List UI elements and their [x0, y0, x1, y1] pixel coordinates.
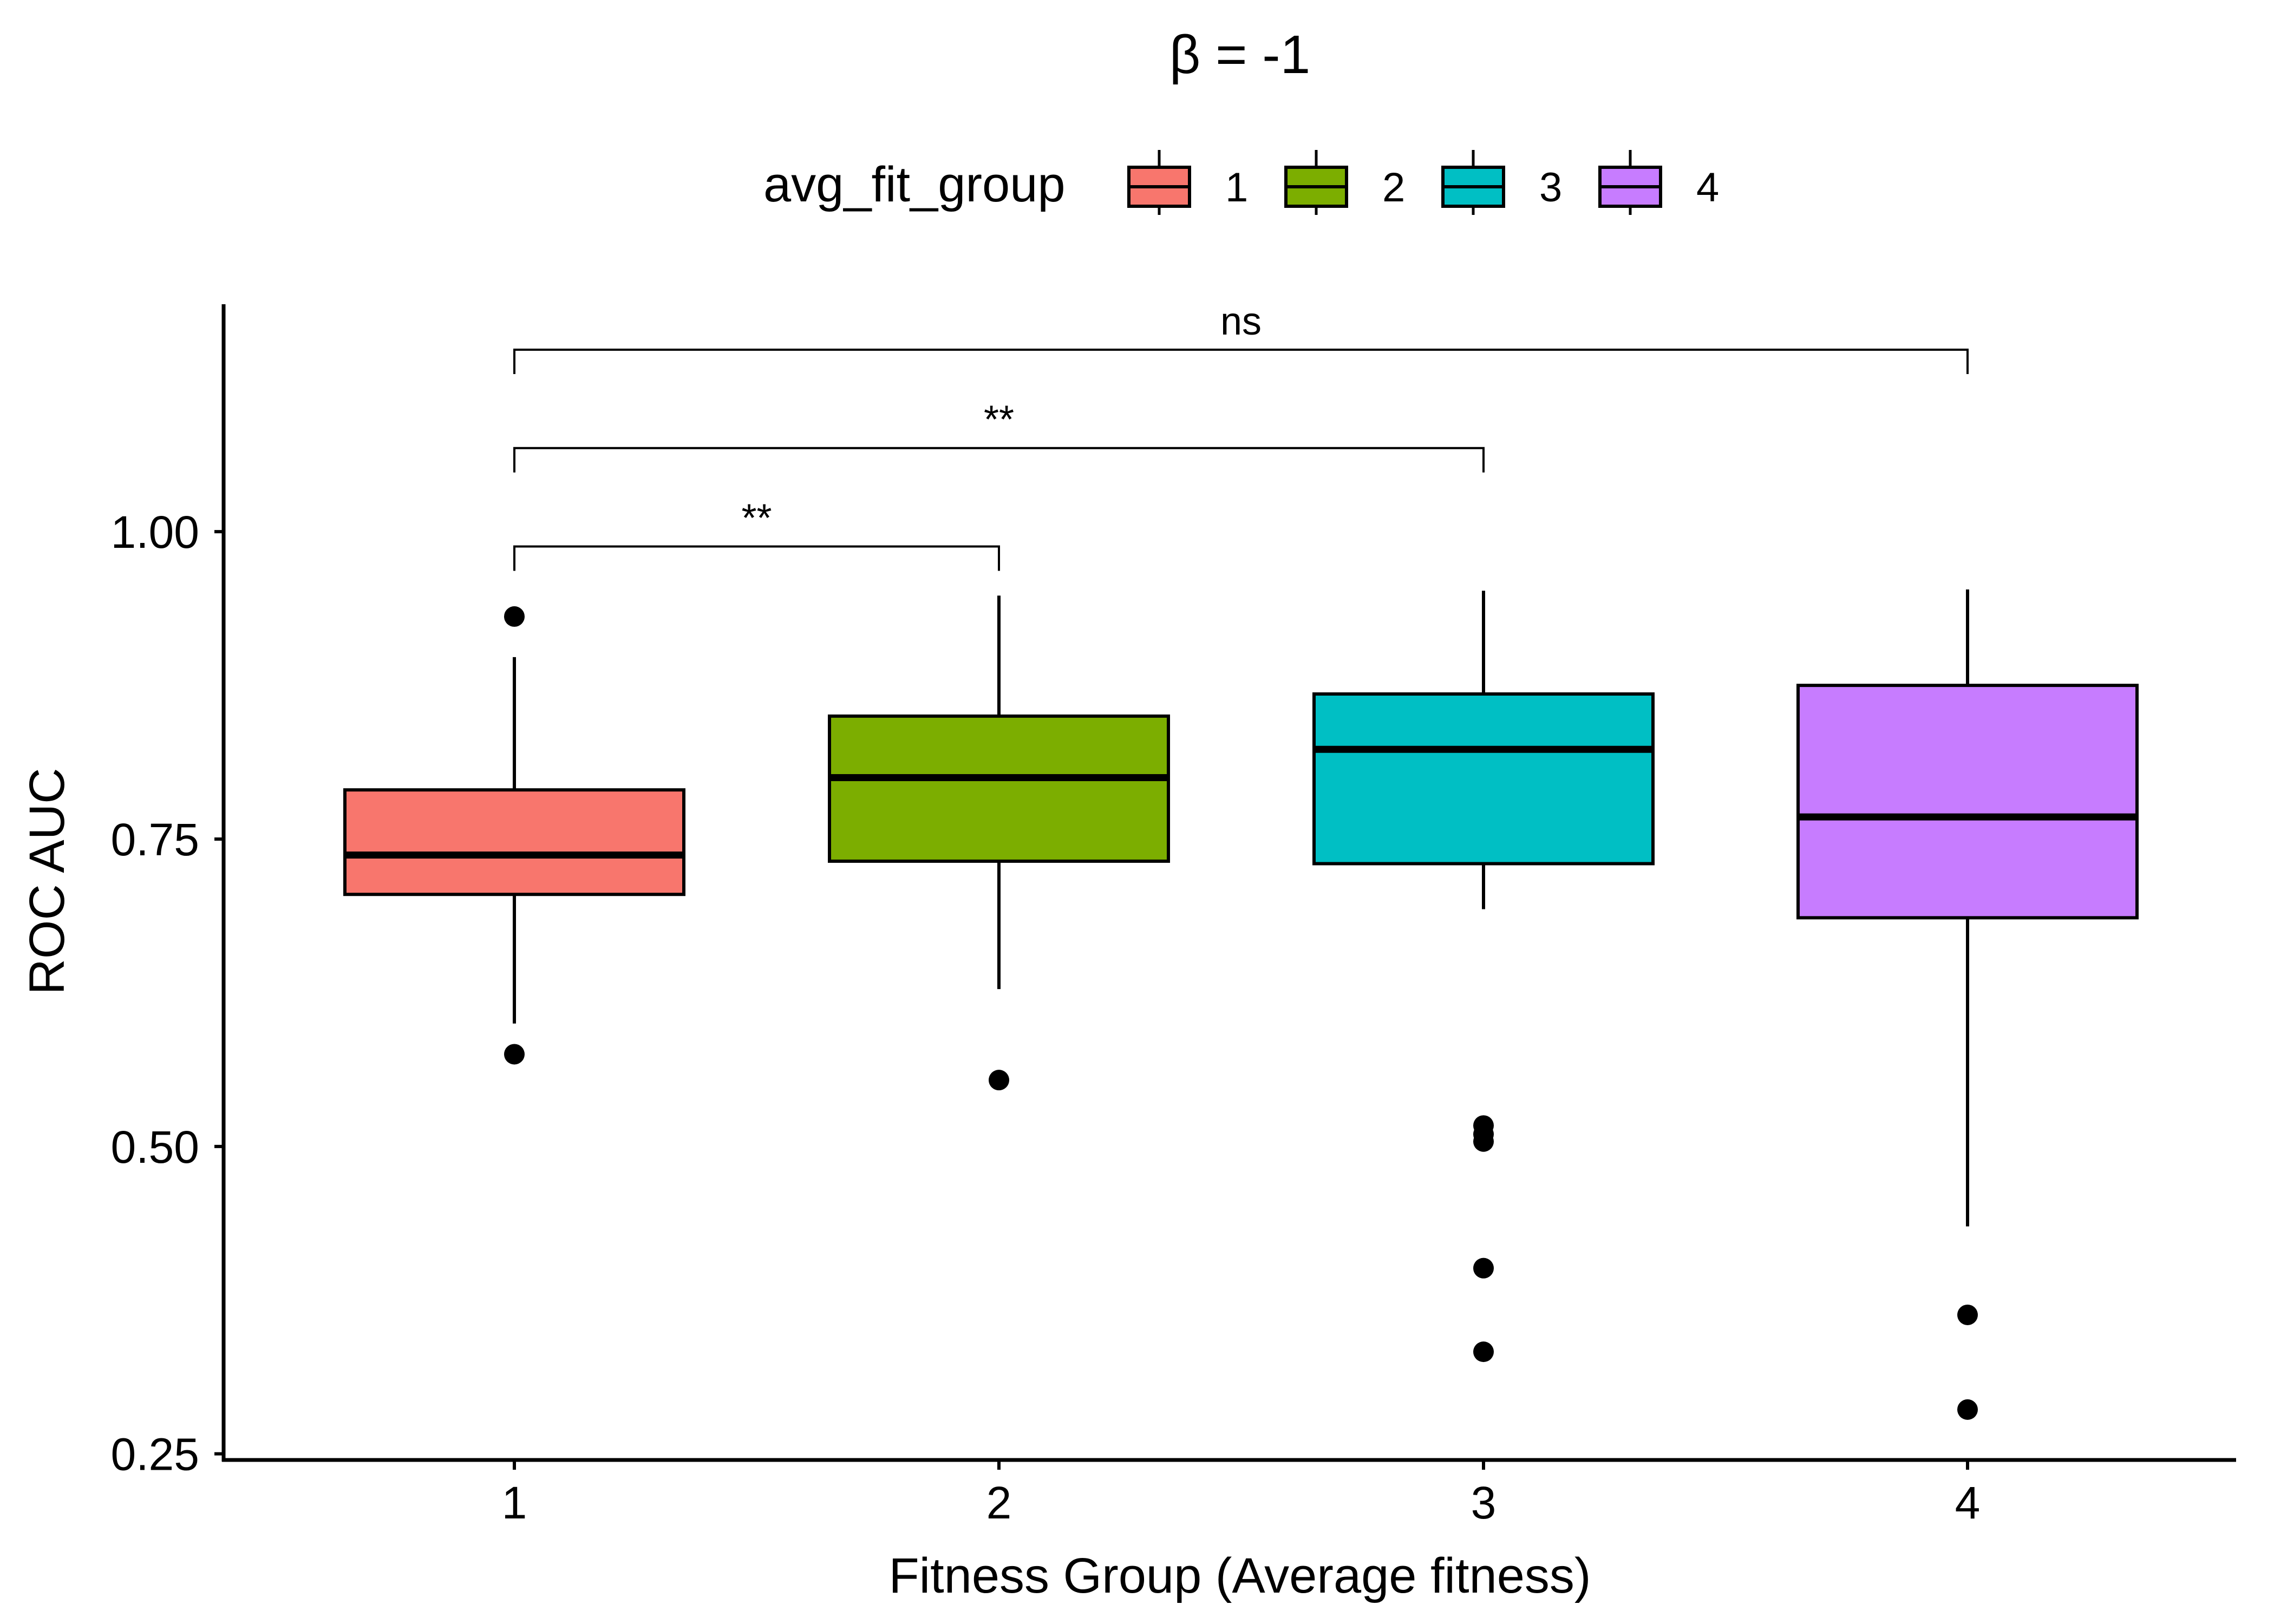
- box-body: [828, 714, 1170, 863]
- y-tick-label: 0.75: [111, 814, 200, 865]
- box-group-4: [1796, 589, 2139, 1227]
- y-tick-label: 1.00: [111, 507, 200, 558]
- x-tick-label: 2: [986, 1477, 1012, 1528]
- legend-label: 2: [1382, 165, 1405, 211]
- legend: avg_fit_group 1 2 3 4: [763, 150, 1719, 215]
- bracket-line: [513, 545, 1000, 571]
- bracket-line: [513, 349, 1969, 375]
- box-body: [1312, 692, 1655, 866]
- outlier-point: [1473, 1131, 1494, 1152]
- outlier-point: [1473, 1341, 1494, 1363]
- y-tick-label: 0.25: [111, 1429, 200, 1480]
- bracket-line: [513, 447, 1485, 473]
- legend-label: 1: [1225, 165, 1248, 211]
- outliers: [504, 606, 1978, 1420]
- significance-label: **: [984, 398, 1014, 442]
- outlier-point: [989, 1070, 1009, 1091]
- box-group-1: [343, 657, 685, 1024]
- significance-bracket: **: [513, 496, 1000, 571]
- legend-item-2: 2: [1284, 150, 1405, 215]
- chart-title: β = -1: [1169, 24, 1310, 85]
- y-tick-label: 0.50: [111, 1122, 200, 1173]
- significance-label: **: [741, 496, 772, 540]
- outlier-point: [504, 1044, 525, 1065]
- legend-title: avg_fit_group: [763, 157, 1066, 212]
- outlier-point: [1473, 1258, 1494, 1279]
- x-tick-label: 1: [502, 1477, 527, 1528]
- boxes: [343, 589, 2139, 1227]
- box-group-3: [1312, 591, 1655, 909]
- outlier-point: [1957, 1399, 1978, 1420]
- x-tick-label: 4: [1955, 1477, 1981, 1528]
- y-axis-title: ROC AUC: [19, 768, 75, 994]
- x-axis-title: Fitness Group (Average fitness): [888, 1548, 1591, 1603]
- legend-item-3: 3: [1441, 150, 1562, 215]
- box-body: [343, 788, 685, 896]
- significance-brackets: ** ** ns: [513, 300, 1969, 571]
- box-group-2: [828, 595, 1170, 990]
- outlier-point: [504, 606, 525, 627]
- legend-item-4: 4: [1598, 150, 1719, 215]
- x-tick-label: 3: [1471, 1477, 1497, 1528]
- legend-label: 4: [1696, 165, 1719, 211]
- outlier-point: [1957, 1304, 1978, 1325]
- box-body: [1796, 684, 2139, 920]
- legend-item-1: 1: [1127, 150, 1248, 215]
- legend-label: 3: [1539, 165, 1562, 211]
- significance-bracket: ns: [513, 300, 1969, 375]
- x-axis-ticks: 1 2 3 4: [502, 1460, 1981, 1528]
- significance-bracket: **: [513, 398, 1485, 473]
- y-axis-ticks: 0.25 0.50 0.75 1.00: [111, 507, 224, 1480]
- significance-label: ns: [1220, 300, 1262, 343]
